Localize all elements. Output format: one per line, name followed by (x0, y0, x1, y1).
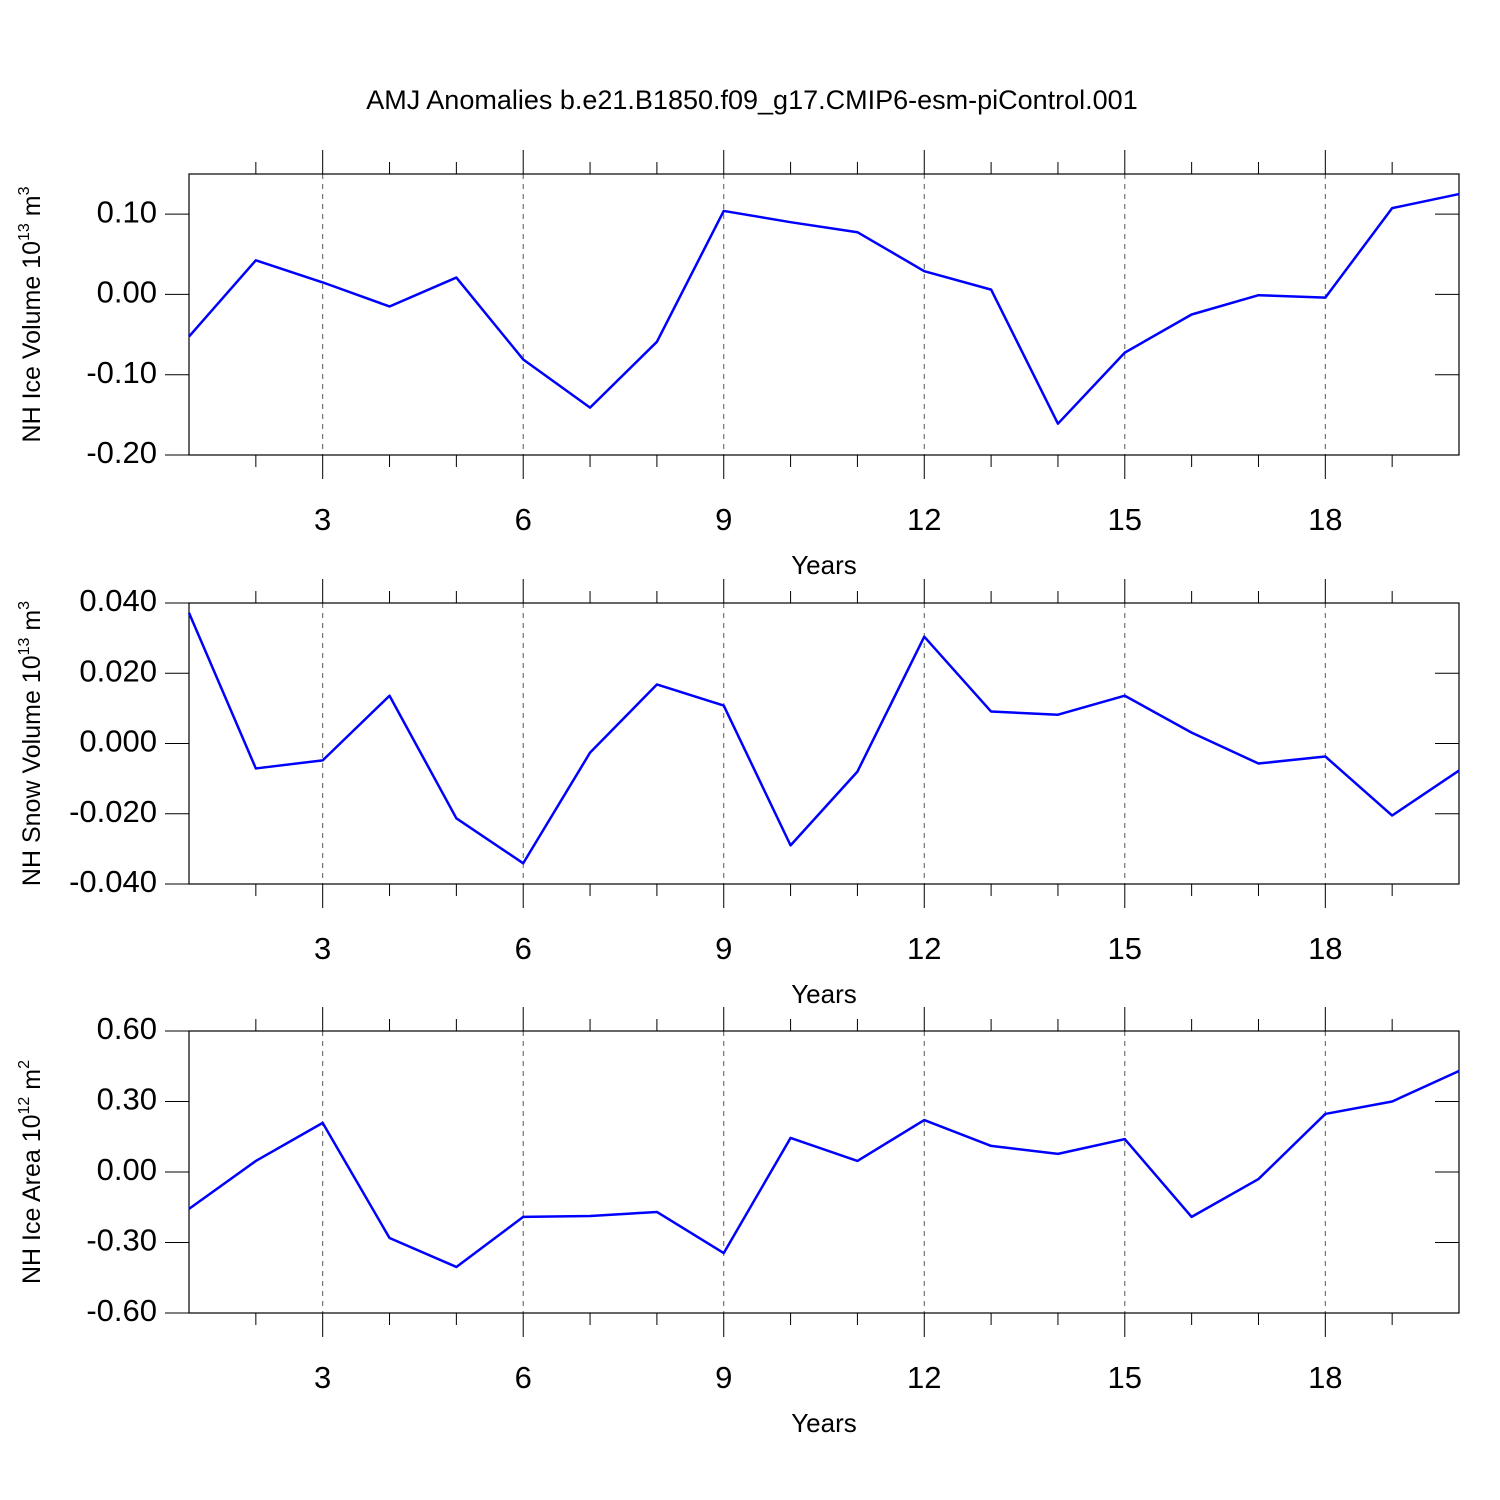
y-axis-label: NH Ice Volume 1013 m3 (16, 186, 46, 442)
x-tick-label: 12 (907, 1360, 941, 1395)
data-line (188, 192, 1460, 425)
plot-frame (188, 1030, 1460, 1314)
x-tick-label: 9 (715, 1360, 732, 1395)
y-axis-label-part: 13 (16, 223, 33, 241)
y-tick-label: 0.040 (79, 583, 157, 618)
x-tick-label: 3 (314, 931, 331, 966)
x-tick-label: 9 (715, 931, 732, 966)
x-tick-label: 15 (1108, 1360, 1142, 1395)
x-tick-label: 6 (515, 931, 532, 966)
x-tick-label: 15 (1108, 502, 1142, 537)
y-axis-label-part: 13 (16, 638, 33, 656)
x-axis-label: Years (791, 979, 857, 1009)
x-tick-label: 6 (515, 1360, 532, 1395)
y-axis-label-part: NH Ice Area 10 (18, 1114, 46, 1284)
x-tick-label: 9 (715, 502, 732, 537)
y-tick-label: -0.10 (86, 355, 157, 390)
y-axis-label: NH Ice Area 1012 m2 (16, 1060, 46, 1284)
x-tick-label: 6 (515, 502, 532, 537)
x-tick-label: 12 (907, 502, 941, 537)
x-tick-label: 18 (1308, 931, 1342, 966)
y-tick-label: 0.00 (97, 1152, 157, 1187)
x-axis-label: Years (791, 1408, 857, 1438)
figure-title: AMJ Anomalies b.e21.B1850.f09_g17.CMIP6-… (366, 85, 1137, 115)
x-axis-label: Years (791, 550, 857, 580)
y-tick-label: 0.000 (79, 724, 157, 759)
y-tick-label: -0.60 (86, 1293, 157, 1328)
y-tick-label: -0.20 (86, 435, 157, 470)
y-axis-label-part: m (18, 1069, 46, 1097)
y-tick-label: -0.040 (69, 864, 157, 899)
y-axis-label-part: 2 (16, 1060, 33, 1069)
x-tick-label: 18 (1308, 1360, 1342, 1395)
x-tick-label: 12 (907, 931, 941, 966)
y-axis-label-part: 3 (16, 186, 33, 195)
y-tick-label: -0.020 (69, 794, 157, 829)
y-tick-label: 0.60 (97, 1011, 157, 1046)
data-line (188, 1069, 1460, 1269)
data-line (187, 612, 1460, 865)
y-axis-label-part: m (18, 195, 46, 223)
x-tick-label: 3 (314, 502, 331, 537)
y-tick-label: -0.30 (86, 1223, 157, 1258)
x-tick-label: 18 (1308, 502, 1342, 537)
x-tick-label: 3 (314, 1360, 331, 1395)
plot-frame (188, 173, 1460, 456)
y-axis-label: NH Snow Volume 1013 m3 (16, 601, 46, 886)
y-axis-label-part: NH Ice Volume 10 (18, 241, 46, 443)
y-tick-label: 0.020 (79, 653, 157, 688)
plot-frame (188, 602, 1460, 885)
y-axis-label-part: m (18, 610, 46, 638)
x-tick-label: 15 (1108, 931, 1142, 966)
y-tick-label: 0.10 (97, 194, 157, 229)
y-axis-label-part: 12 (16, 1097, 33, 1115)
y-tick-label: 0.00 (97, 275, 157, 310)
y-axis-label-part: NH Snow Volume 10 (18, 655, 46, 886)
y-tick-label: 0.30 (97, 1082, 157, 1117)
y-axis-label-part: 3 (16, 601, 33, 610)
